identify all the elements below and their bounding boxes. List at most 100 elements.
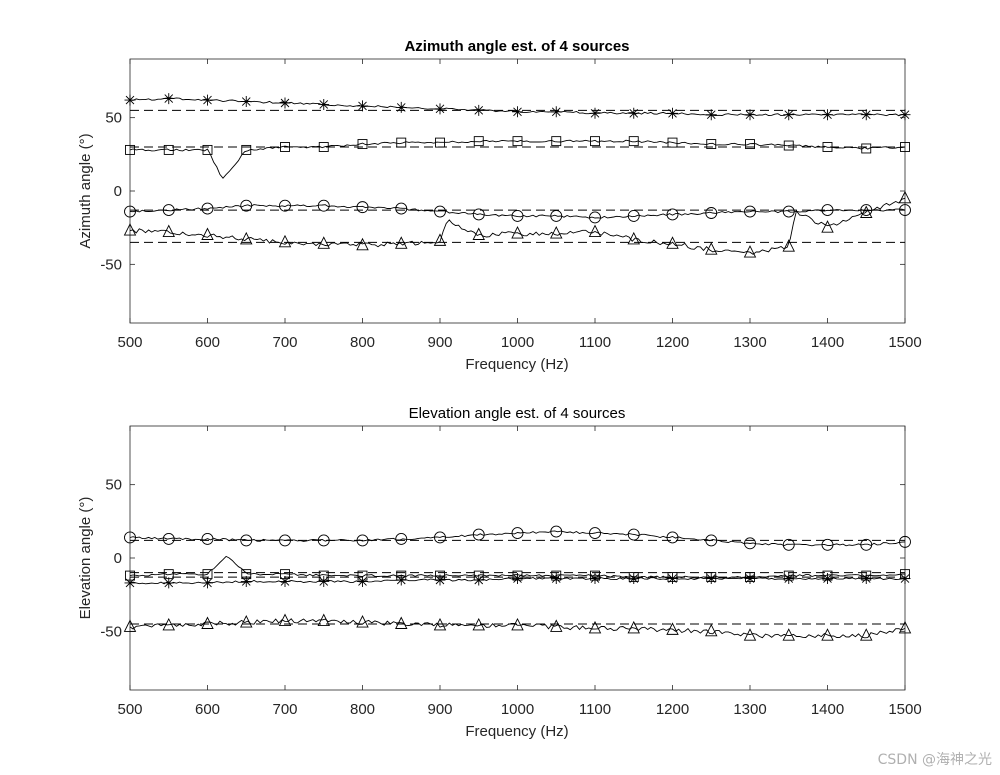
y-tick-label: 50	[105, 477, 122, 494]
series-marker-4	[821, 220, 834, 233]
series-marker-3	[240, 575, 252, 587]
series-marker-3	[589, 211, 601, 224]
series-marker-3	[550, 573, 562, 585]
series-marker-1	[473, 104, 485, 116]
x-tick-label: 800	[350, 334, 375, 351]
series-marker-3	[124, 205, 136, 218]
series-marker-3	[434, 205, 446, 218]
x-tick-label: 1500	[888, 701, 921, 718]
series-marker-3	[512, 573, 523, 585]
series-marker-3	[317, 199, 330, 212]
x-tick-label: 900	[427, 701, 452, 718]
elevation-axes: Elevation angle est. of 4 sources Freque…	[77, 405, 922, 740]
series-marker-4	[240, 615, 253, 628]
series-marker-3	[124, 577, 136, 589]
series-marker-1	[822, 109, 833, 121]
series-marker-1	[783, 109, 795, 121]
series-marker-4	[550, 619, 563, 632]
series-marker-1	[550, 525, 563, 538]
x-tick-label: 1100	[579, 334, 611, 351]
series-marker-3	[705, 573, 717, 585]
series-marker-4	[666, 622, 679, 635]
series-marker-4	[317, 236, 330, 249]
series-marker-1	[860, 109, 872, 121]
series-marker-1	[666, 531, 679, 544]
series-marker-2	[551, 136, 562, 147]
x-tick-label: 600	[195, 334, 220, 351]
series-marker-4	[433, 233, 447, 246]
series-marker-1	[821, 538, 834, 551]
series-marker-2	[241, 144, 252, 155]
series-marker-3	[744, 573, 756, 585]
x-tick-label: 1200	[656, 334, 689, 351]
series-marker-1	[317, 534, 330, 547]
series-marker-2	[318, 142, 329, 152]
series-marker-3	[357, 575, 368, 587]
series-marker-1	[744, 109, 756, 121]
series-marker-3	[705, 207, 718, 219]
series-marker-3	[201, 202, 214, 215]
series-marker-4	[201, 227, 214, 240]
series-marker-4	[860, 205, 873, 218]
series-marker-4	[588, 620, 602, 634]
series-line-4	[129, 618, 906, 639]
x-tick-label: 1100	[579, 701, 611, 718]
series-marker-3	[667, 573, 678, 585]
series-marker-4	[472, 617, 485, 631]
series-marker-3	[860, 573, 872, 585]
x-tick-label: 800	[350, 701, 375, 718]
series-marker-1	[124, 531, 136, 544]
series-marker-3	[628, 573, 640, 585]
series-marker-1	[240, 96, 252, 108]
x-tick-label: 900	[427, 334, 452, 351]
series-marker-2	[473, 136, 484, 147]
y-tick-label: 50	[105, 110, 122, 127]
series-marker-2	[628, 136, 639, 147]
series-marker-4	[860, 628, 873, 641]
series-marker-2	[861, 143, 872, 154]
series-marker-1	[627, 528, 640, 541]
x-tick-label: 700	[272, 334, 297, 351]
series-marker-2	[900, 142, 910, 152]
series-marker-3	[783, 573, 795, 585]
series-marker-4	[201, 616, 214, 629]
series-marker-1	[356, 534, 369, 547]
azimuth-xlabel: Frequency (Hz)	[465, 356, 568, 373]
series-marker-1	[240, 534, 253, 547]
elevation-ylabel: Elevation angle (°)	[77, 497, 94, 620]
series-marker-3	[279, 575, 291, 587]
x-tick-label: 1000	[501, 701, 534, 718]
x-tick-label: 1500	[888, 334, 921, 351]
y-tick-label: -50	[100, 256, 122, 273]
series-marker-3	[550, 209, 563, 222]
series-marker-4	[898, 620, 912, 634]
series-marker-4	[162, 224, 175, 238]
series-marker-3	[472, 208, 485, 221]
series-marker-1	[899, 109, 911, 121]
series-line-4	[129, 197, 906, 255]
series-marker-2	[783, 140, 794, 151]
y-tick-label: 0	[114, 550, 122, 567]
series-marker-1	[472, 528, 485, 541]
series-marker-1	[667, 107, 678, 119]
series-marker-2	[706, 139, 717, 150]
series-marker-1	[705, 109, 717, 121]
series-marker-4	[356, 615, 369, 628]
series-marker-2	[590, 136, 600, 147]
y-tick-label: 0	[114, 183, 122, 200]
x-tick-label: 1400	[811, 334, 844, 351]
series-marker-4	[511, 226, 524, 239]
series-marker-3	[279, 199, 291, 212]
series-marker-1	[434, 531, 446, 544]
x-tick-label: 700	[272, 701, 297, 718]
series-marker-3	[240, 199, 253, 212]
azimuth-axes: Azimuth angle est. of 4 sources Frequenc…	[77, 38, 922, 373]
series-marker-2	[512, 136, 523, 147]
series-line-1	[129, 530, 906, 547]
series-marker-4	[782, 239, 795, 252]
series-marker-4	[472, 227, 485, 240]
series-marker-3	[782, 205, 795, 218]
azimuth-ylabel: Azimuth angle (°)	[77, 133, 94, 248]
series-marker-4	[278, 613, 292, 627]
